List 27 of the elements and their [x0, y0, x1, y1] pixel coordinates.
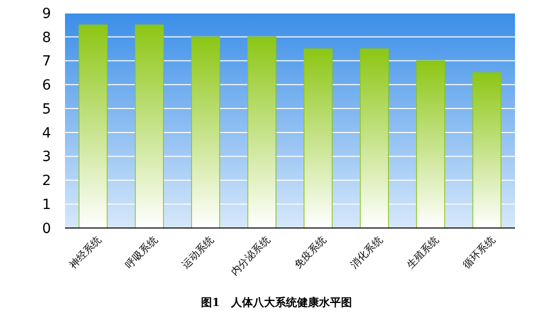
bar — [304, 48, 333, 228]
y-tick-label: 6 — [42, 78, 52, 94]
bar — [472, 72, 502, 228]
x-tick-label: 呼吸系统 — [123, 234, 160, 271]
bar — [191, 36, 220, 228]
x-tick-label: 免疫系统 — [292, 234, 329, 271]
y-tick-label: 4 — [42, 125, 52, 142]
x-tick-label: 生殖系统 — [404, 234, 442, 271]
x-tick-label: 循环系统 — [460, 234, 498, 271]
bar — [247, 36, 276, 228]
x-tick-label: 消化系统 — [348, 234, 385, 271]
y-tick-label: 8 — [42, 30, 51, 46]
y-tick-label: 3 — [42, 149, 51, 166]
x-tick-label: 运动系统 — [179, 234, 216, 271]
y-tick-label: 7 — [42, 54, 51, 70]
bar — [360, 48, 389, 228]
y-tick-label: 1 — [42, 197, 51, 214]
y-tick-label: 2 — [42, 173, 51, 190]
bar — [416, 60, 446, 228]
y-tick-label: 9 — [42, 6, 51, 22]
text: 图1 人体八大系统健康水平图 — [201, 296, 352, 309]
x-tick-label: 神经系统 — [66, 234, 104, 271]
bar — [78, 24, 108, 228]
x-tick-label: 内分泌系统 — [228, 234, 272, 278]
y-tick-label: 5 — [42, 101, 51, 118]
y-tick-label: 0 — [42, 220, 51, 237]
bar — [134, 24, 164, 228]
